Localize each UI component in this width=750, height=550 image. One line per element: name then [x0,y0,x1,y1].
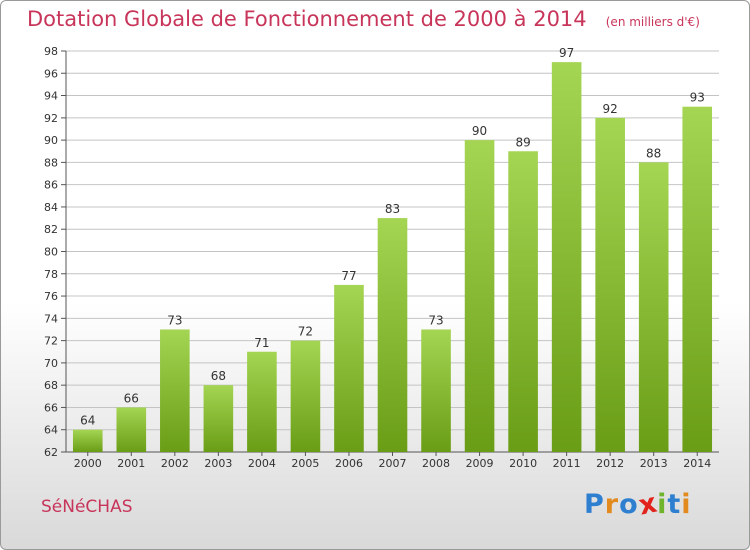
x-tick-label-2012: 2012 [596,457,624,470]
x-tick-label-2011: 2011 [553,457,581,470]
bar-2001 [116,407,147,452]
y-tick-label: 98 [44,45,58,58]
y-tick-label: 90 [44,134,58,147]
x-tick-label-2000: 2000 [74,457,102,470]
bar-2005 [290,340,321,452]
bar-2014 [682,106,713,452]
y-tick-label: 62 [44,446,58,459]
y-tick-label: 74 [44,312,58,325]
bar-2007 [377,218,408,452]
y-tick-label: 72 [44,335,58,348]
y-tick-label: 70 [44,357,58,370]
chart-subtitle: (en milliers d'€) [605,15,700,29]
y-tick-label: 82 [44,223,58,236]
y-tick-label: 78 [44,268,58,281]
y-tick-label: 86 [44,179,58,192]
data-label-2004: 71 [254,336,269,350]
bar-2003 [203,385,234,452]
bar-2002 [160,329,190,452]
data-label-2002: 73 [167,313,182,327]
data-label-2009: 90 [472,124,487,138]
data-label-2011: 97 [559,46,574,60]
data-label-2013: 88 [646,146,661,160]
logo-letter: i [681,489,692,520]
x-tick-label-2004: 2004 [248,457,276,470]
x-tick-label-2007: 2007 [379,457,407,470]
bar-2008 [421,329,451,452]
y-tick-label: 84 [44,201,58,214]
bar-2013 [638,162,669,452]
x-tick-label-2001: 2001 [117,457,145,470]
chart-title: Dotation Globale de Fonctionnement de 20… [27,7,587,31]
bar-2009 [464,140,495,452]
logo-letter: P [584,489,605,520]
x-tick-label-2013: 2013 [640,457,668,470]
logo-letter: r [604,489,620,520]
data-label-2006: 77 [341,269,356,283]
bar-2012 [595,117,625,452]
data-label-2001: 66 [124,391,139,405]
proxiti-logo[interactable]: Proxiti [584,487,692,521]
x-tick-label-2002: 2002 [161,457,189,470]
x-tick-label-2008: 2008 [422,457,450,470]
bars [72,62,713,453]
y-tick-label: 96 [44,67,58,80]
logo-letter: o [619,489,639,520]
bar-2004 [247,351,277,452]
y-tick-label: 92 [44,112,58,125]
data-label-2003: 68 [211,369,226,383]
commune-name: SéNéCHAS [41,497,133,517]
y-tick-label: 76 [44,290,58,303]
y-tick-label: 94 [44,90,58,103]
bar-2011 [551,62,582,453]
y-tick-label: 64 [44,424,58,437]
x-tick-label-2006: 2006 [335,457,363,470]
bar-2000 [72,429,103,452]
y-tick-label: 80 [44,246,58,259]
y-tick-label: 68 [44,379,58,392]
data-label-2008: 73 [428,313,443,327]
bar-2006 [334,284,364,452]
bar-2010 [508,151,538,452]
data-label-2005: 72 [298,325,313,339]
logo-letter: t [667,489,682,520]
data-labels: 64 66 73 68 71 72 77 83 73 90 89 97 92 88 93 [80,46,705,428]
y-tick-label: 88 [44,156,58,169]
x-tick-label-2005: 2005 [291,457,319,470]
data-label-2007: 83 [385,202,400,216]
x-tick-label-2014: 2014 [683,457,711,470]
data-label-2000: 64 [80,414,95,428]
data-label-2014: 93 [690,91,705,105]
x-tick-label-2010: 2010 [509,457,537,470]
logo-letter: i [657,489,668,520]
axes: 62 64 66 68 70 72 74 76 78 80 82 84 86 88 90 92 94 96 98 20… [44,45,719,470]
x-tick-label-2003: 2003 [204,457,232,470]
x-tick-label-2009: 2009 [466,457,494,470]
title-row: Dotation Globale de Fonctionnement de 20… [27,7,700,31]
data-label-2012: 92 [603,102,618,116]
data-label-2010: 89 [515,135,530,149]
y-tick-label: 66 [44,401,58,414]
